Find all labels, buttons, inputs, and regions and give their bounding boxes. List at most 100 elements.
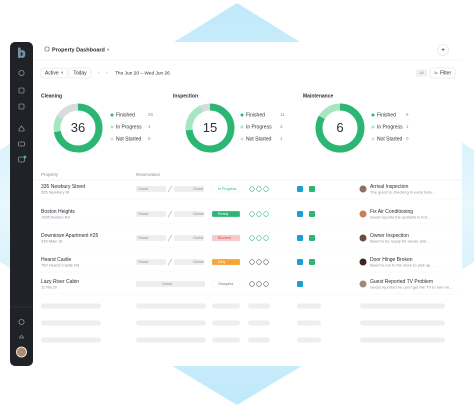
next-button[interactable]: › [106, 70, 108, 75]
donut-segment [53, 103, 103, 153]
header-icon [44, 46, 50, 52]
legend-dot [371, 125, 375, 129]
reservation-label: Guest [138, 212, 149, 216]
task-chip [309, 211, 315, 217]
page-title[interactable]: Property Dashboard [52, 47, 105, 53]
property-address: 245 Main St [41, 239, 63, 244]
filter-icon[interactable]: ⇋ [434, 70, 438, 75]
today-button[interactable] [68, 67, 92, 79]
legend-value: 1 [406, 124, 409, 129]
legend-dot [240, 125, 244, 129]
reservation-separator [167, 234, 173, 242]
prev-button[interactable]: ‹ [98, 70, 100, 75]
section-title: Cleaning [41, 93, 62, 99]
reservation-label: Guest [162, 282, 173, 286]
task-status-icon [263, 235, 269, 241]
assignee-avatar [359, 185, 367, 193]
reservation-separator [167, 210, 173, 218]
help-icon[interactable] [18, 318, 25, 325]
status-badge [211, 210, 241, 218]
legend-label: Finished [116, 112, 135, 118]
add-icon[interactable]: + [441, 47, 445, 54]
skeleton-bar [136, 337, 206, 343]
assignee-avatar [359, 258, 367, 266]
task-chip [297, 259, 303, 265]
skeleton-bar [136, 320, 206, 326]
task-chip [297, 235, 303, 241]
status-label: Blocked [218, 236, 231, 240]
today-button-label[interactable]: Today [73, 70, 87, 76]
donut-segment [53, 103, 103, 153]
reservation-label: Owner [193, 212, 205, 216]
dropdown-caret: ▾ [61, 70, 64, 75]
donut-segment [185, 103, 235, 153]
donut-total: 15 [203, 120, 217, 135]
task-status-icon [263, 259, 269, 265]
task-status-icon [256, 281, 262, 287]
task-note: Need to be ready for owner and... [370, 239, 430, 244]
status-dropdown-label[interactable]: Active [45, 70, 59, 76]
skeleton-bar [248, 337, 270, 343]
task-title: Owner Inspection [370, 233, 409, 239]
section-title: Maintenance [303, 93, 334, 99]
all-badge[interactable] [416, 69, 427, 77]
property-name: Boston Heights [41, 209, 75, 215]
nav-icon[interactable] [18, 125, 25, 132]
sidebar-icons: b [10, 45, 33, 358]
nav-icon[interactable] [18, 141, 25, 147]
property-address: 11 Rio Dr [41, 285, 58, 290]
status-label: Occupied [218, 282, 233, 286]
nav-icon[interactable] [18, 103, 25, 110]
dropdown-caret[interactable]: ▾ [107, 47, 110, 52]
app-window [10, 42, 462, 366]
sidebar [10, 42, 33, 366]
legend-label: In Progress [116, 124, 142, 130]
task-status-icon [249, 235, 255, 241]
assignee-avatar [359, 280, 367, 288]
legend-label: Not Started [246, 136, 272, 142]
legend-value: 3 [280, 124, 283, 129]
property-name: 335 Newbury Street [41, 184, 86, 190]
nav-icon[interactable] [18, 156, 25, 163]
all-badge-label[interactable]: All [419, 71, 423, 75]
legend-label: Not Started [377, 136, 403, 142]
skeleton-bar [248, 320, 270, 326]
legend-label: In Progress [377, 124, 403, 130]
donut-segment [185, 103, 235, 153]
reservation-pill [136, 211, 166, 217]
skeleton-bar [360, 303, 445, 309]
task-chip [297, 211, 303, 217]
task-status-icon [256, 211, 262, 217]
skeleton-bar [248, 303, 270, 309]
add-button[interactable] [437, 44, 449, 56]
property-address: 750 Hearst Castle Rd [41, 263, 79, 268]
skeleton-bar [212, 303, 240, 309]
legend-dot [110, 137, 114, 141]
user-avatar[interactable] [16, 346, 27, 358]
task-status-icon [249, 211, 255, 217]
task-table: Property Reservation 335 Newbury Street335… [33, 172, 462, 343]
status-dropdown[interactable] [40, 67, 68, 79]
legend-label: Finished [377, 112, 396, 118]
legend-label: Not Started [116, 136, 142, 142]
date-range: Thu Jun 20 – Wed Jun 26 [115, 70, 170, 76]
skeleton-bar [41, 337, 101, 343]
property-address: 335 Newbury St [41, 190, 70, 195]
reservation-pill [136, 235, 166, 241]
nav-icon[interactable] [18, 70, 25, 77]
skeleton-bar [212, 337, 240, 343]
filter-button-label[interactable]: Filter [440, 70, 451, 76]
nav-icon[interactable] [18, 87, 25, 94]
skeleton-bar [41, 320, 101, 326]
notification-dot [23, 155, 27, 159]
filter-button[interactable] [429, 67, 456, 79]
bell-icon[interactable] [18, 335, 25, 339]
task-status-icon [256, 259, 262, 265]
reservation-pill [174, 211, 204, 217]
